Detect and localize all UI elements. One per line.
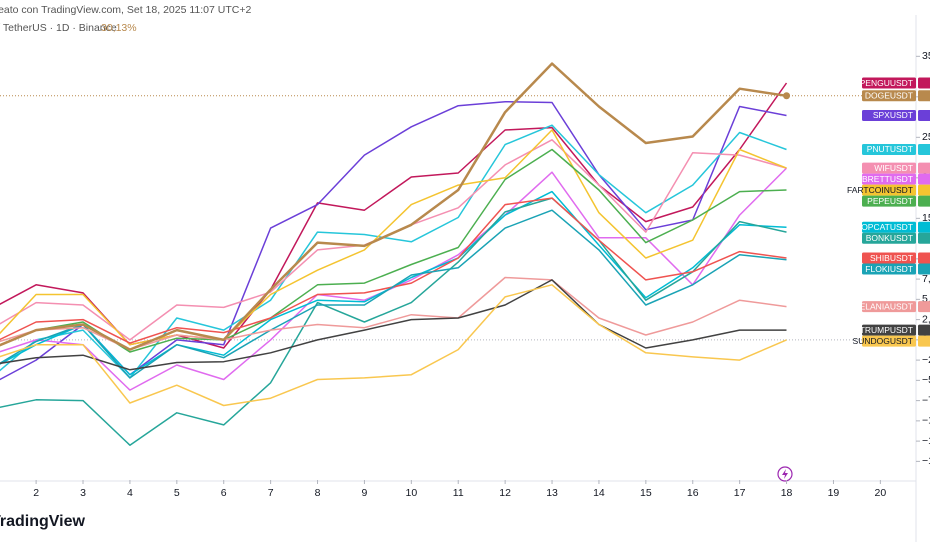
legend-label: DOGEUSDT [865, 91, 913, 101]
symbol: Dogecoin / TetherUS · 1D · Binance [0, 22, 117, 34]
legend-swatch [862, 184, 916, 196]
x-tick-label: 19 [828, 487, 840, 499]
y-tick-label: −7,50% [922, 394, 930, 406]
y-tick-label: −15,00% [922, 455, 930, 467]
x-tick-label: 9 [362, 487, 368, 499]
legend-label: BONKUSDT [866, 233, 913, 243]
plot [0, 62, 916, 446]
x-tick-label: 20 [875, 487, 887, 499]
x-tick-label: 7 [268, 487, 274, 499]
y-tick-label: 2,50% [922, 313, 930, 325]
y-tick-label: 5,00% [922, 293, 930, 305]
y-tick-label: 35,00% [922, 50, 930, 62]
brand: TradingView [0, 513, 86, 530]
legend-label: PNUTUSDT [867, 144, 913, 154]
legend-value-box [918, 232, 930, 244]
last-point [783, 92, 791, 100]
legend-value-box [918, 184, 930, 196]
series-line [0, 284, 787, 407]
legend-swatch [862, 232, 916, 244]
x-tick-label: 6 [221, 487, 227, 499]
legend-swatch [862, 301, 916, 313]
legend-swatch [862, 77, 916, 89]
legend-swatch [862, 109, 916, 121]
legend-label: FARTCOINUSDT [847, 185, 913, 195]
x-tick-label: 18 [781, 487, 793, 499]
legend-label: WIFUSDT [874, 163, 913, 173]
y-tick-label: −2,50% [922, 354, 930, 366]
legend-label: FLOKIUSDT [865, 264, 913, 274]
legend-label: SUNDOGUSDT [853, 336, 913, 346]
legend-label: SPXUSDT [873, 110, 913, 120]
legend-value-box [918, 173, 930, 185]
legend-label: PENGUUSDT [860, 78, 913, 88]
legend-value-box [918, 109, 930, 121]
legend-label: SHIBUSDT [870, 253, 913, 263]
legend-swatch [862, 143, 916, 155]
series-line [0, 62, 787, 351]
legend-value-box [918, 252, 930, 264]
legend-value-box [918, 221, 930, 233]
y-tick-label: −12,50% [922, 435, 930, 447]
legend-swatch [862, 221, 916, 233]
x-tick-label: 14 [593, 487, 605, 499]
legend-swatch [862, 263, 916, 275]
x-tick-label: 11 [453, 487, 464, 499]
legend-label: POPCATUSDT [856, 222, 913, 232]
x-tick-label: 13 [546, 487, 558, 499]
legend-swatch [862, 162, 916, 174]
series-line [0, 148, 787, 353]
x-tick-label: 15 [640, 487, 652, 499]
legend-swatch [862, 324, 916, 336]
y-tick-label: 25,00% [922, 131, 930, 143]
legend-value-box [918, 90, 930, 102]
legend-swatch [862, 195, 916, 207]
legend-label: MELANIAUSDT [853, 301, 913, 311]
x-tick-label: 8 [315, 487, 321, 499]
legend-swatch [862, 173, 916, 185]
legend-value-box [918, 301, 930, 313]
legend-value-box [918, 143, 930, 155]
lightning-icon [777, 466, 793, 482]
series-line [0, 279, 787, 371]
legend-swatch [862, 90, 916, 102]
legend-label: BRETTUSDT [862, 174, 913, 184]
y-tick-label: −5,00% [922, 374, 930, 386]
legend-label: TRUMPUSDT [860, 325, 913, 335]
y-tick-label: 15,00% [922, 212, 930, 224]
credit: Creato con TradingView.com, Set 18, 2025… [0, 4, 251, 16]
y-tick-label: −10,00% [922, 415, 930, 427]
legend-label: PEPEUSDT [867, 196, 913, 206]
y-tick-label: 7,50% [922, 273, 930, 285]
x-tick-label: 16 [687, 487, 699, 499]
x-tick-label: 10 [405, 487, 417, 499]
change: 30,13% [101, 22, 137, 34]
legend-value-box [918, 324, 930, 336]
x-tick-label: 2 [33, 487, 39, 499]
x-tick-label: 12 [499, 487, 511, 499]
x-tick-label: 4 [127, 487, 133, 499]
x-tick-label: 5 [174, 487, 180, 499]
series-line [0, 197, 787, 344]
series-line [0, 129, 787, 346]
legend-swatch [862, 252, 916, 264]
x-tick-label: 3 [80, 487, 86, 499]
legend-value-box [918, 162, 930, 174]
legend-value-box [918, 77, 930, 89]
x-tick-label: 17 [734, 487, 746, 499]
series-line [0, 197, 787, 446]
legend-value-box [918, 195, 930, 207]
legend-value-box [918, 263, 930, 275]
series-line [0, 209, 787, 379]
legend-value-box [918, 335, 930, 347]
legend-swatch [862, 335, 916, 347]
